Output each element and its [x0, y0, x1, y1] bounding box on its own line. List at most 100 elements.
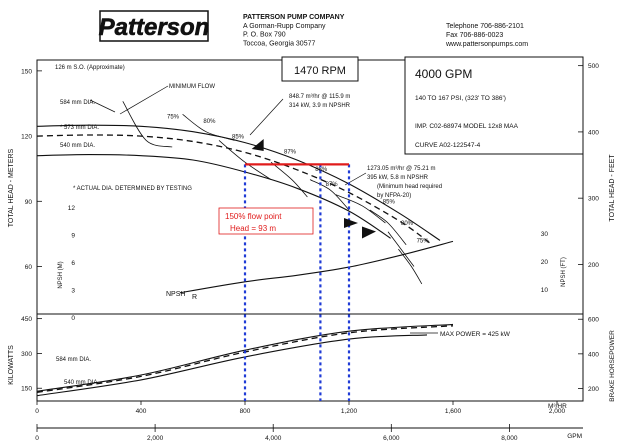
power-tick-label-hp: 200 [588, 386, 599, 393]
npsh-tick-label-m: 12 [68, 205, 76, 212]
x-label-gpm: GPM [567, 433, 582, 440]
dia-584-head-label: 584 mm DIA. [60, 100, 95, 106]
shutoff-note: 126 m S.O. (Approximate) [55, 65, 125, 71]
info-text: 1470 RPM 4000 GPM 140 TO 167 PSI, (323' … [294, 65, 519, 149]
header: Patterson PATTERSON PUMP COMPANY A Gorma… [98, 10, 528, 48]
city: Toccoa, Georgia 30577 [243, 41, 315, 48]
head-tick-label-ft: 400 [588, 129, 599, 136]
efficiency-line [182, 113, 235, 141]
info-box [404, 56, 584, 155]
npsh-tick-label-m: 6 [71, 260, 75, 267]
annotations: 126 m S.O. (Approximate) MINIMUM FLOW 58… [55, 65, 511, 386]
rpm-box [281, 56, 359, 82]
head-tick-label-m: 150 [21, 68, 32, 75]
flow-point-text-1: 150% flow point [225, 212, 282, 221]
actual-dia-note: * ACTUAL DIA. DETERMINED BY TESTING [73, 186, 192, 192]
gpm-tick-label: 4,000 [265, 435, 282, 442]
npsh-curve [179, 240, 454, 294]
op2-text-2: 395 kW, 5.8 m NPSHR [367, 175, 429, 181]
power-tick-label-hp: 400 [588, 351, 599, 358]
npsh-tick-label-m: 3 [71, 288, 75, 295]
y-label-npsh-m: NPSH (M) [58, 261, 64, 288]
x-tick-label: 400 [136, 408, 147, 415]
op2-text-3: (Minimum head required [377, 184, 442, 190]
power-tick-label-kw: 150 [21, 386, 32, 393]
operating-point-2 [361, 226, 376, 239]
efficiency-label: 85% [232, 134, 245, 140]
y-label-kw: KILOWATTS [8, 345, 15, 385]
dia-540-head-label: 540 mm DIA. [60, 143, 95, 149]
x-tick-label: 0 [35, 408, 39, 415]
y-label-head-ft: TOTAL HEAD - FEET [609, 154, 616, 222]
gpm-tick-label: 8,000 [501, 435, 518, 442]
max-power-label: MAX POWER = 425 kW [440, 331, 511, 338]
dia-540-power-label: 540 mm DIA. [64, 380, 99, 386]
axis-ticks: 0 400 800 1,200 1,600 2,000 0 2,000 4,000 6,000 8,… [21, 63, 599, 442]
op2-text-1: 1273.05 m³/hr @ 75.21 m [367, 166, 435, 172]
flow-point-text-2: Head = 93 m [230, 224, 276, 233]
head-tick-label-m: 120 [21, 134, 32, 141]
pressure: 140 TO 167 PSI, (323' TO 386') [415, 95, 506, 102]
npsh-tick-label-ft: 30 [541, 231, 549, 238]
npsh-r-label: R [192, 294, 197, 301]
npsh-tick-label-ft: 10 [541, 287, 549, 294]
head-tick-label-m: 60 [25, 264, 33, 271]
efficiency-label: 75% [167, 115, 180, 121]
efficiency-line [218, 140, 272, 180]
head-curve-573 [36, 134, 433, 246]
markers [243, 139, 376, 401]
axis-titles: TOTAL HEAD - METERS TOTAL HEAD - FEET KI… [8, 148, 616, 440]
website: www.pattersonpumps.com [445, 41, 528, 48]
efficiency-line [387, 231, 415, 267]
company-name: PATTERSON PUMP COMPANY [243, 14, 345, 21]
gpm-tick-label: 2,000 [147, 435, 164, 442]
power-tick-label-kw: 300 [21, 351, 32, 358]
telephone: Telephone 706-886-2101 [446, 23, 524, 30]
efficiency-line [369, 209, 407, 246]
op1-text-2: 314 kW, 3.9 m NPSHR [289, 103, 351, 109]
flow-point-box [218, 207, 314, 235]
capacity: 4000 GPM [415, 67, 472, 81]
dia-584-power-label: 584 mm DIA. [56, 357, 91, 363]
head-curve-540 [36, 154, 391, 239]
head-tick-label-m: 90 [25, 199, 33, 206]
efficiency-label: 87% [326, 182, 339, 188]
efficiency-label: 75% [417, 239, 430, 245]
efficiency-label: 88% [315, 167, 328, 173]
logo-frame [99, 10, 209, 42]
y-label-npsh-ft: NPSH (FT) [561, 257, 567, 287]
subsidiary: A Gorman-Rupp Company [243, 23, 326, 30]
fax: Fax 706-886-0023 [446, 32, 503, 39]
power-tick-label-kw: 450 [21, 316, 32, 323]
efficiency-line [270, 161, 308, 198]
efficiency-line [309, 179, 350, 211]
y-label-bhp: BRAKE HORSEPOWER [609, 330, 616, 402]
min-flow-label: MINIMUM FLOW [169, 84, 215, 90]
dia-584-leader [89, 99, 116, 113]
x-label-m3hr: M³/HR [548, 403, 567, 410]
gpm-tick-label: 0 [35, 435, 39, 442]
op1-leader [249, 98, 284, 136]
efficiency-line [398, 248, 423, 285]
power-curve-584 [36, 323, 454, 392]
head-tick-label-ft: 300 [588, 196, 599, 203]
power-tick-label-hp: 600 [588, 317, 599, 324]
curve-id: CURVE A02-122547-4 [415, 142, 481, 149]
frame [36, 56, 584, 429]
head-tick-label-ft: 200 [588, 262, 599, 269]
efficiency-label: 80% [203, 119, 216, 125]
efficiency-label: 87% [284, 149, 297, 155]
rpm-title: 1470 RPM [294, 65, 346, 77]
operating-point-3 [344, 218, 358, 229]
op2-text-4: by NFPA-20) [377, 193, 411, 199]
npsh-tick-label-m: 9 [71, 233, 75, 240]
dia-573-head-label: * 573 mm DIA. [60, 125, 99, 131]
x-tick-label: 800 [240, 408, 251, 415]
logo: Patterson [99, 14, 210, 41]
op1-text-1: 848.7 m³/hr @ 115.9 m [289, 94, 350, 100]
x-tick-label: 1,200 [341, 408, 358, 415]
npsh-tick-label-ft: 20 [541, 259, 549, 266]
x-tick-label: 2,000 [549, 408, 566, 415]
efficiency-label: 80% [401, 221, 414, 227]
min-flow-leader [119, 85, 169, 115]
